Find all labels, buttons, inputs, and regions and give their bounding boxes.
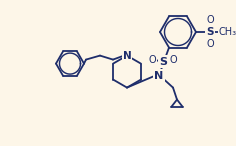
Text: CH₃: CH₃ (219, 27, 236, 37)
Text: N: N (123, 51, 131, 61)
Text: O: O (206, 39, 214, 49)
Text: S: S (206, 27, 214, 37)
Text: N: N (154, 71, 164, 81)
Text: O: O (148, 55, 156, 65)
Text: O: O (169, 55, 177, 65)
Text: S: S (159, 57, 167, 67)
Text: O: O (206, 15, 214, 25)
